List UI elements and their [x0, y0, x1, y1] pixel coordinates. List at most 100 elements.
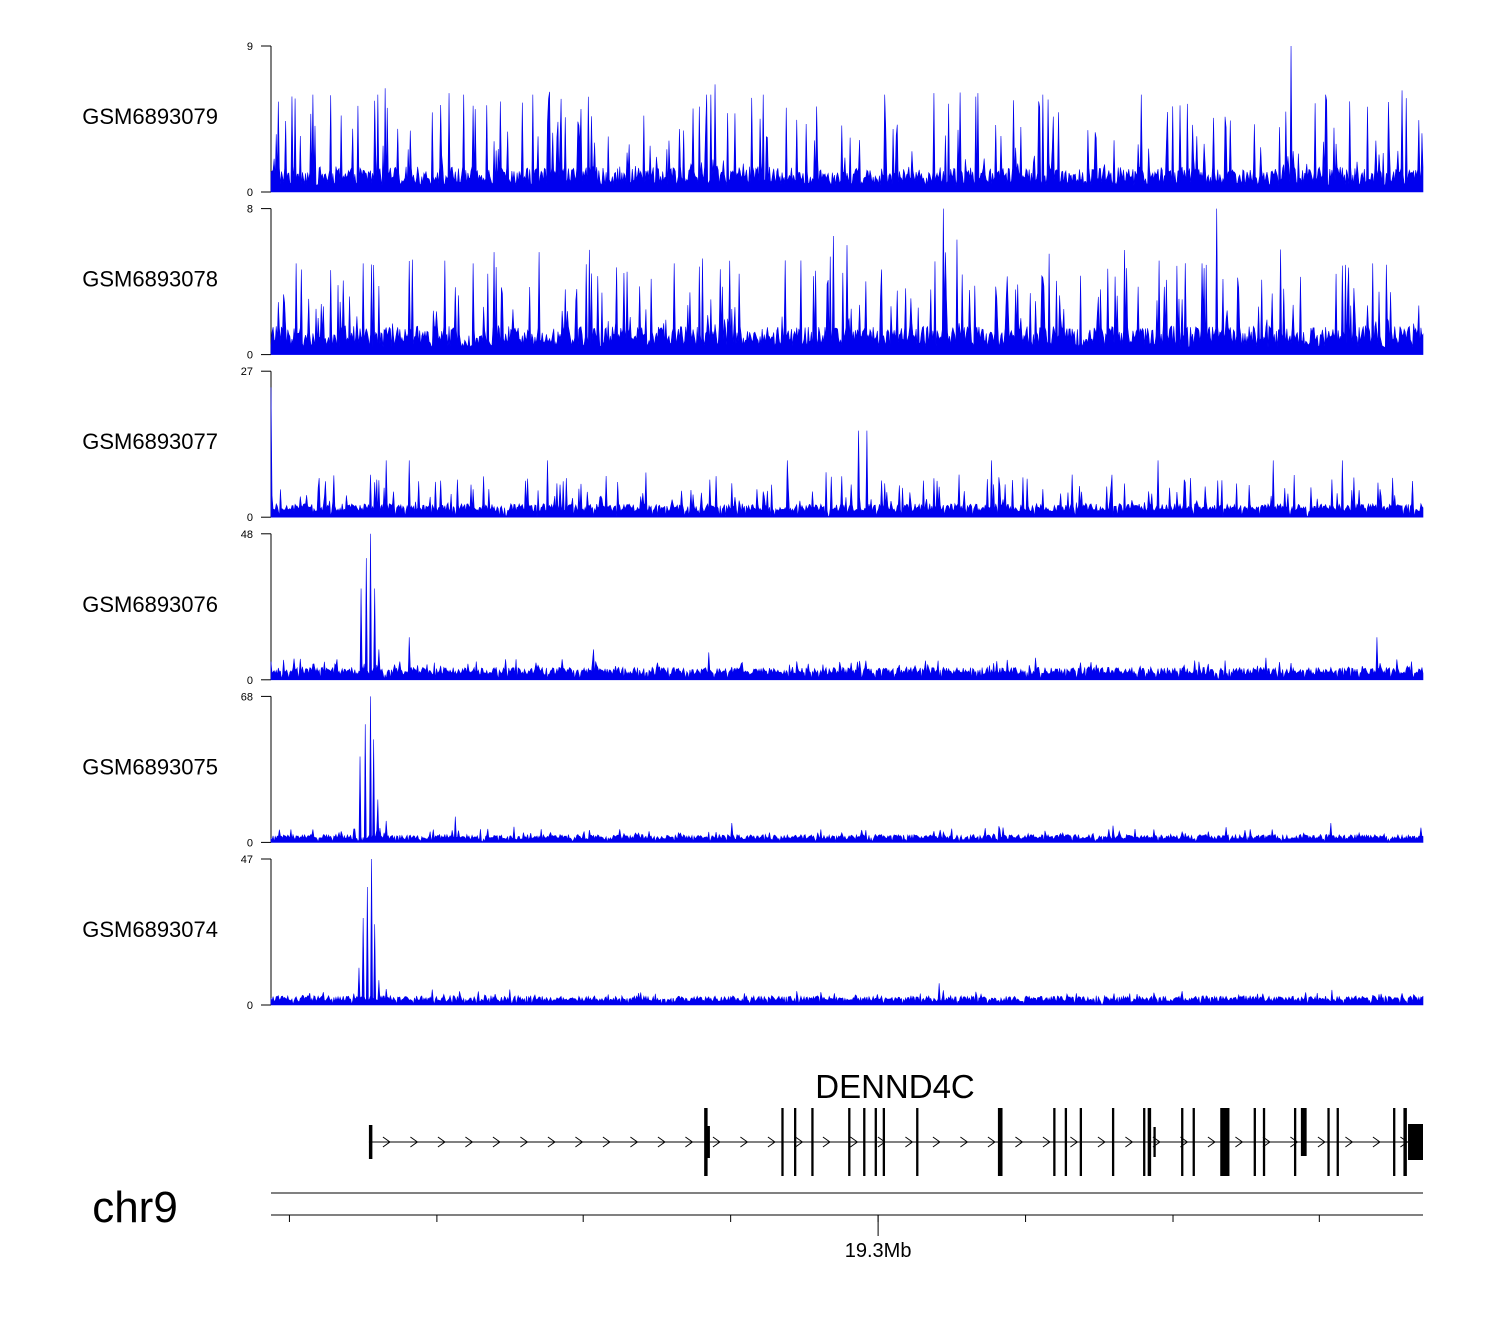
exon: [1393, 1108, 1396, 1176]
strand-arrow: [905, 1136, 914, 1148]
strand-arrow: [1262, 1136, 1271, 1148]
track-label: GSM6893077: [82, 429, 218, 454]
strand-arrow: [1125, 1136, 1134, 1148]
track-label: GSM6893076: [82, 592, 218, 617]
strand-arrow: [1207, 1136, 1216, 1148]
strand-arrow: [1070, 1136, 1079, 1148]
strand-arrow: [410, 1136, 419, 1148]
signal-area: [270, 858, 1424, 1006]
strand-arrow: [767, 1136, 776, 1148]
exon: [1403, 1108, 1407, 1176]
chromosome-label: chr9: [92, 1183, 178, 1232]
exon: [811, 1108, 814, 1176]
exon: [863, 1108, 866, 1176]
gene-name-label: DENND4C: [815, 1068, 975, 1105]
track-GSM6893076: GSM6893076 48 0: [82, 529, 1424, 687]
exon: [1064, 1108, 1068, 1176]
strand-arrow: [575, 1136, 584, 1148]
strand-arrow: [520, 1136, 529, 1148]
exon: [1262, 1108, 1266, 1176]
y-min-label: 0: [247, 512, 253, 524]
axis-position-label: 19.3Mb: [845, 1240, 912, 1262]
strand-arrow: [1097, 1136, 1106, 1148]
exon: [1143, 1108, 1146, 1176]
track-GSM6893075: GSM6893075 68 0: [82, 691, 1424, 849]
strand-arrow: [602, 1136, 611, 1148]
genome-axis: 19.3Mb chr9: [92, 1183, 1423, 1262]
signal-area: [270, 208, 1424, 355]
strand-arrow: [795, 1136, 804, 1148]
exon: [794, 1108, 797, 1176]
y-max-label: 48: [241, 529, 253, 541]
y-min-label: 0: [247, 837, 253, 849]
exon: [1192, 1108, 1195, 1176]
y-max-label: 8: [247, 204, 253, 216]
strand-arrow: [932, 1136, 941, 1148]
strand-arrow: [1042, 1136, 1051, 1148]
track-GSM6893077: GSM6893077 27 0: [82, 366, 1424, 524]
track-label: GSM6893079: [82, 104, 218, 129]
exon: [1053, 1108, 1056, 1176]
exon: [1327, 1108, 1330, 1176]
strand-arrow: [382, 1136, 391, 1148]
exon: [1111, 1108, 1115, 1176]
coverage-tracks: GSM689307990GSM689307880GSM6893077270GSM…: [82, 41, 1424, 1012]
exon: [781, 1108, 784, 1176]
track-label: GSM6893074: [82, 917, 218, 942]
signal-area: [270, 533, 1424, 681]
track-label: GSM6893078: [82, 267, 218, 292]
signal-area: [270, 45, 1424, 193]
exon: [368, 1125, 373, 1159]
strand-arrow: [437, 1136, 446, 1148]
strand-arrow: [960, 1136, 969, 1148]
strand-arrow: [1400, 1136, 1409, 1148]
strand-arrow: [1317, 1136, 1326, 1148]
strand-arrow: [987, 1136, 996, 1148]
exon: [997, 1108, 1003, 1176]
strand-arrow: [547, 1136, 556, 1148]
strand-arrow: [630, 1136, 639, 1148]
exon: [1408, 1124, 1423, 1160]
exon: [706, 1126, 710, 1158]
y-min-label: 0: [247, 1000, 253, 1012]
y-max-label: 47: [241, 854, 253, 866]
strand-arrow: [1015, 1136, 1024, 1148]
y-min-label: 0: [247, 675, 253, 687]
strand-arrow: [1290, 1136, 1299, 1148]
exon: [1336, 1108, 1339, 1176]
strand-arrow: [1235, 1136, 1244, 1148]
strand-arrow: [1345, 1136, 1354, 1148]
strand-arrow: [712, 1136, 721, 1148]
track-GSM6893078: GSM6893078 8 0: [82, 204, 1424, 362]
strand-arrow: [850, 1136, 859, 1148]
track-label: GSM6893075: [82, 754, 218, 779]
strand-arrow: [822, 1136, 831, 1148]
exon: [1220, 1108, 1230, 1176]
strand-arrow: [685, 1136, 694, 1148]
strand-arrow: [1372, 1136, 1381, 1148]
exon: [1181, 1108, 1184, 1176]
strand-arrow: [740, 1136, 749, 1148]
exon: [1293, 1108, 1297, 1176]
strand-arrow: [492, 1136, 501, 1148]
exon: [882, 1108, 886, 1176]
gene-track: DENND4C: [368, 1068, 1423, 1176]
exon: [874, 1108, 877, 1176]
exon: [1153, 1127, 1156, 1157]
y-min-label: 0: [247, 350, 253, 362]
exon: [1253, 1108, 1256, 1176]
signal-area: [270, 387, 1424, 518]
y-max-label: 9: [247, 41, 253, 53]
track-GSM6893079: GSM6893079 9 0: [82, 41, 1424, 199]
y-max-label: 68: [241, 691, 253, 703]
strand-arrow: [657, 1136, 666, 1148]
signal-area: [270, 696, 1424, 844]
strand-arrow: [465, 1136, 474, 1148]
exon: [916, 1108, 919, 1176]
exon: [848, 1108, 851, 1176]
track-GSM6893074: GSM6893074 47 0: [82, 854, 1424, 1012]
exon: [1300, 1108, 1307, 1156]
y-min-label: 0: [247, 187, 253, 199]
exon: [1147, 1108, 1152, 1176]
